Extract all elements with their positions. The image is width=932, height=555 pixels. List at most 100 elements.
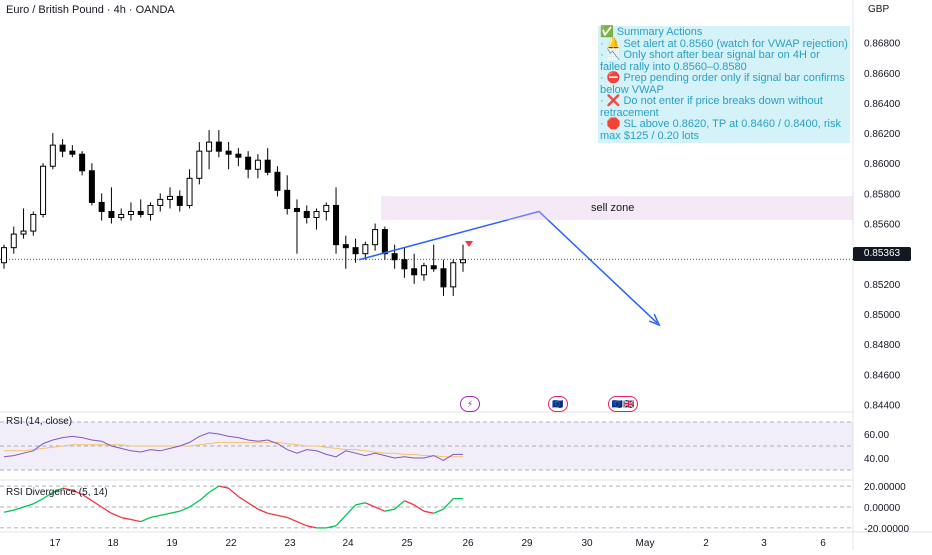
candle-body — [137, 210, 144, 215]
candle-body — [264, 159, 271, 173]
divergence-segment — [72, 489, 83, 496]
divergence-segment — [13, 506, 24, 511]
candle-body — [440, 268, 447, 288]
summary-line: · 📉 Only short after bear signal bar on … — [600, 49, 820, 73]
candle-body — [79, 153, 86, 172]
divergence-segment — [179, 506, 190, 512]
candle-body — [303, 210, 310, 219]
time-tick-label: 26 — [462, 538, 474, 549]
divergence-segment — [32, 498, 44, 505]
time-tick-label: 2 — [703, 538, 709, 549]
divergence-segment — [296, 521, 308, 527]
candle-body — [88, 170, 95, 203]
candle-body — [430, 265, 437, 270]
divergence-segment — [130, 518, 141, 523]
candle-body — [401, 259, 408, 270]
candle-body — [235, 153, 242, 158]
divergence-tick-label: 0.00000 — [864, 503, 901, 514]
divergence-segment — [404, 500, 415, 506]
candle-body — [225, 150, 232, 155]
price-tick-label: 0.85600 — [864, 220, 901, 231]
summary-actions-panel[interactable]: ✅ Summary Actions · 🔔 Set alert at 0.856… — [598, 26, 850, 143]
divergence-segment — [365, 502, 376, 508]
sell-zone-box[interactable]: sell zone — [381, 196, 853, 220]
candle-body — [391, 253, 398, 261]
divergence-segment — [413, 504, 425, 512]
rsi-line — [3, 432, 463, 461]
divergence-segment — [228, 487, 239, 498]
candle-body — [420, 265, 427, 276]
divergence-segment — [3, 509, 14, 513]
candle-body — [411, 268, 418, 276]
price-tick-label: 0.84600 — [864, 370, 901, 381]
summary-line: · 🔔 Set alert at 0.8560 (watch for VWAP … — [600, 37, 848, 50]
rsi-divergence-label: RSI Divergence (5, 14) — [6, 487, 108, 498]
time-tick-label: 30 — [581, 538, 593, 549]
event-flag-icon[interactable]: 🇪🇺 — [548, 396, 568, 412]
divergence-segment — [91, 500, 103, 508]
chart-title: Euro / British Pound · 4h · OANDA — [6, 4, 175, 16]
divergence-segment — [208, 485, 220, 493]
divergence-segment — [52, 487, 63, 493]
projection-path — [358, 210, 658, 324]
divergence-segment — [277, 514, 288, 519]
candle-body — [323, 204, 330, 212]
candle-body — [10, 233, 17, 249]
divergence-segment — [111, 512, 122, 519]
rsi-tick-label: 60.00 — [864, 430, 889, 441]
price-tick-label: 0.86800 — [864, 39, 901, 50]
divergence-tick-label: -20.00000 — [864, 524, 909, 535]
summary-line: · ❌ Do not enter if price breaks down wi… — [600, 95, 823, 119]
candle-body — [69, 150, 76, 155]
divergence-segment — [42, 491, 54, 500]
current-price-badge: 0.85363 — [853, 247, 911, 261]
candle-body — [108, 210, 115, 219]
candle-body — [40, 165, 47, 215]
candle-body — [381, 229, 388, 255]
price-tick-label: 0.84400 — [864, 400, 901, 411]
divergence-segment — [394, 500, 405, 510]
summary-line: · ⛔ Prep pending order only if signal ba… — [600, 72, 845, 96]
price-tick-label: 0.84800 — [864, 340, 901, 351]
event-lightning-icon[interactable]: ⚡ — [460, 396, 480, 412]
candle-body — [460, 259, 466, 264]
candle-body — [49, 144, 56, 167]
divergence-segment — [433, 508, 444, 514]
divergence-segment — [218, 485, 229, 489]
price-tick-label: 0.86000 — [864, 159, 901, 170]
divergence-segment — [62, 487, 73, 491]
divergence-segment — [198, 491, 210, 502]
rsi-ma-line — [4, 441, 463, 458]
divergence-segment — [189, 500, 200, 508]
candle-body — [1, 247, 7, 264]
divergence-segment — [257, 508, 268, 514]
sell-zone-label: sell zone — [591, 202, 635, 214]
divergence-segment — [101, 506, 112, 514]
time-tick-label: 19 — [166, 538, 178, 549]
candle-body — [450, 262, 457, 288]
divergence-segment — [160, 512, 171, 516]
divergence-segment — [169, 510, 180, 514]
time-tick-label: May — [636, 538, 655, 549]
candle-body — [98, 201, 105, 212]
candle-body — [30, 213, 37, 232]
projection-arrowhead — [648, 313, 661, 327]
candle-body — [157, 198, 164, 206]
candle-body — [20, 230, 27, 235]
rsi-label: RSI (14, close) — [6, 416, 73, 427]
candle-body — [147, 204, 154, 215]
divergence-segment — [247, 502, 259, 510]
divergence-segment — [384, 508, 395, 512]
divergence-segment — [326, 525, 337, 529]
candle-body — [313, 210, 320, 219]
currency-label: GBP — [868, 4, 890, 15]
candle-body — [293, 207, 300, 212]
candle-body — [196, 150, 203, 179]
event-flag-pair-icon[interactable]: 🇪🇺🇬🇧 — [608, 396, 638, 412]
divergence-tick-label: 20.00000 — [864, 482, 906, 493]
candle-body — [186, 177, 193, 206]
signal-triangle-icon — [465, 241, 473, 247]
candle-body — [167, 195, 174, 200]
